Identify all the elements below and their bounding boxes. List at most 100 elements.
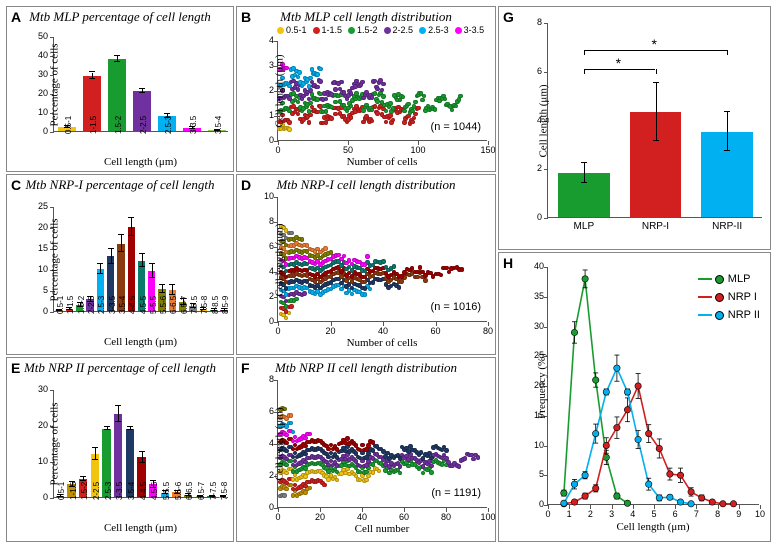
point bbox=[366, 451, 371, 456]
point bbox=[291, 430, 296, 435]
point bbox=[366, 459, 371, 464]
xtick: 2-2.5 bbox=[92, 482, 101, 500]
point bbox=[381, 94, 386, 99]
xtick: 2.5-3 bbox=[104, 482, 113, 500]
point bbox=[300, 237, 305, 242]
point bbox=[315, 85, 320, 90]
xtick: 5 bbox=[646, 509, 662, 519]
point bbox=[429, 464, 434, 469]
title-A: Mtb MLP percentage of cell length bbox=[7, 10, 233, 24]
xtick: 20 bbox=[319, 326, 343, 336]
point bbox=[307, 120, 312, 125]
xlabel-H: Cell length (μm) bbox=[547, 521, 759, 533]
xtick: 7.5-8 bbox=[200, 296, 209, 314]
point bbox=[413, 100, 418, 105]
point bbox=[303, 436, 308, 441]
ylabel-D: Cell length (μm) bbox=[274, 223, 286, 296]
ytick: 20 bbox=[26, 420, 48, 430]
point bbox=[289, 421, 294, 426]
point bbox=[284, 487, 289, 492]
point bbox=[335, 478, 340, 483]
xlabel-F: Cell number bbox=[277, 523, 487, 535]
xtick: 4.5-5 bbox=[150, 482, 159, 500]
plot-F: 02468020406080100(n = 1191) bbox=[277, 380, 487, 508]
point bbox=[412, 104, 417, 109]
xtick: 100 bbox=[476, 512, 500, 522]
sig-star: * bbox=[616, 55, 621, 71]
n-label-F: (n = 1191) bbox=[431, 487, 481, 499]
point bbox=[370, 119, 375, 124]
xtick: NRP-I bbox=[625, 221, 687, 232]
point bbox=[458, 94, 463, 99]
point bbox=[366, 443, 371, 448]
xtick: 6-6.5 bbox=[185, 482, 194, 500]
legend-item: NRP I bbox=[700, 291, 760, 303]
point bbox=[412, 116, 417, 121]
xtick: 6.5-7 bbox=[197, 482, 206, 500]
xtick: 4-4.5 bbox=[139, 482, 148, 500]
point bbox=[433, 107, 438, 112]
ytick: 35 bbox=[526, 291, 544, 301]
point bbox=[463, 456, 468, 461]
plot-C: 05101520250.5-11-1.51.5-22-2.52.5-33-3.5… bbox=[53, 207, 228, 312]
panel-F: FMtb NRP II cell length distribution0246… bbox=[236, 357, 496, 542]
plot-B: 01234050100150(n = 1044) bbox=[277, 41, 487, 141]
ytick: 2 bbox=[258, 470, 274, 480]
ytick: 30 bbox=[26, 384, 48, 394]
point bbox=[388, 101, 393, 106]
xtick: 6 bbox=[667, 509, 683, 519]
xtick: 1-1.5 bbox=[89, 116, 98, 134]
sig-star: * bbox=[652, 36, 657, 52]
ytick: 0 bbox=[26, 492, 48, 502]
xtick: 8.5-9 bbox=[221, 296, 230, 314]
plot-E: 01020300.5-11-1.51.5-22-2.52.5-33-3.53.5… bbox=[53, 390, 228, 498]
ytick: 8 bbox=[258, 216, 274, 226]
n-label-B: (n = 1044) bbox=[431, 121, 481, 133]
point bbox=[284, 304, 289, 309]
xtick: 5.5-6 bbox=[159, 296, 168, 314]
point bbox=[289, 231, 294, 236]
legend-item: MLP bbox=[700, 273, 760, 285]
point bbox=[335, 463, 340, 468]
legend-item: 1-1.5 bbox=[313, 25, 343, 35]
ytick: 3 bbox=[258, 60, 274, 70]
ytick: 0 bbox=[526, 499, 544, 509]
xtick: MLP bbox=[553, 221, 615, 232]
title-B: Mtb MLP cell length distribution bbox=[237, 10, 495, 24]
point bbox=[377, 469, 382, 474]
xtick: 1.5-2 bbox=[80, 482, 89, 500]
xtick: 0 bbox=[266, 326, 290, 336]
ytick: 6 bbox=[258, 406, 274, 416]
point bbox=[294, 297, 299, 302]
ylabel-H: Frequency (%) bbox=[536, 353, 548, 419]
point bbox=[402, 120, 407, 125]
point bbox=[315, 72, 320, 77]
point bbox=[398, 464, 403, 469]
xtick: 0.5-1 bbox=[64, 116, 73, 134]
panel-label-H: H bbox=[503, 255, 513, 271]
point bbox=[296, 87, 301, 92]
point bbox=[335, 447, 340, 452]
panel-B: BMtb MLP cell length distribution0123405… bbox=[236, 6, 496, 172]
xtick: 3-3.5 bbox=[108, 296, 117, 314]
xtick: 50 bbox=[336, 145, 360, 155]
xtick: 3-3.5 bbox=[189, 116, 198, 134]
point bbox=[384, 109, 389, 114]
panel-C: CMtb NRP-I percentage of cell length0510… bbox=[6, 174, 234, 355]
legend-item: 3-3.5 bbox=[455, 25, 485, 35]
panel-G: G02468MLPNRP-INRP-II**Cell length (μm) bbox=[498, 6, 771, 250]
xtick: 2.5-3 bbox=[97, 296, 106, 314]
point bbox=[415, 270, 420, 275]
point bbox=[335, 455, 340, 460]
point bbox=[364, 478, 369, 483]
point bbox=[381, 82, 386, 87]
point bbox=[454, 104, 459, 109]
point bbox=[296, 100, 301, 105]
point bbox=[349, 115, 354, 120]
legend-B: 0.5-11-1.51.5-22-2.52.5-33-3.5 bbox=[277, 25, 491, 35]
ytick: 40 bbox=[526, 261, 544, 271]
point bbox=[303, 444, 308, 449]
xtick: 7-7.5 bbox=[209, 482, 218, 500]
xtick: 8 bbox=[710, 509, 726, 519]
xtick: 8-8.5 bbox=[211, 296, 220, 314]
